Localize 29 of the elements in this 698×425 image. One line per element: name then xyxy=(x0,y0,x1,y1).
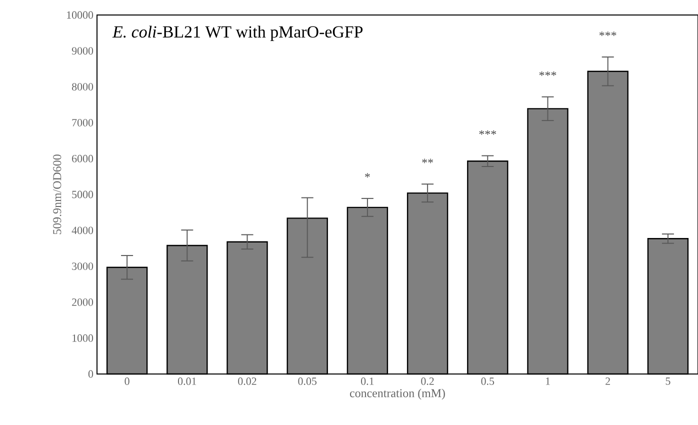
y-tick-label: 2000 xyxy=(72,298,94,306)
y-tick-label: 10000 xyxy=(67,11,94,19)
y-tick-label: 1000 xyxy=(72,334,94,342)
annotation: ** xyxy=(422,158,433,164)
x-tick-label: 0 xyxy=(124,378,130,385)
y-tick-label: 9000 xyxy=(72,47,94,55)
x-tick-label: 0.05 xyxy=(298,378,317,385)
y-tick-label: 0 xyxy=(88,370,94,378)
y-tick-label: 4000 xyxy=(72,226,94,234)
x-tick-label: 2 xyxy=(606,378,610,385)
annotation: *** xyxy=(479,130,496,135)
y-axis-title: 509.9nm/OD600 xyxy=(53,154,62,234)
y-tick-label: 8000 xyxy=(72,83,94,90)
x-tick-label: 1 xyxy=(546,378,550,385)
x-tick-label: 5 xyxy=(666,378,670,385)
annotation: *** xyxy=(599,32,616,36)
y-tick-label: 6000 xyxy=(72,154,94,162)
x-axis-title: concentration (mM) xyxy=(350,388,445,400)
x-tick-label: 0.1 xyxy=(361,378,374,385)
x-tick-label: 0.02 xyxy=(238,378,256,385)
x-tick-label: 0.2 xyxy=(421,378,434,385)
y-tick-label: 3000 xyxy=(72,262,94,270)
x-tick-label: 0.01 xyxy=(178,378,196,385)
y-tick-label: 5000 xyxy=(72,190,94,198)
annotation: *** xyxy=(539,72,556,76)
y-tick-label: 7000 xyxy=(72,119,94,126)
x-tick-label: 0.5 xyxy=(481,378,494,385)
annotation: * xyxy=(365,173,370,178)
text: E. coli-BL21 WT with pMarO-eGFP xyxy=(112,26,363,42)
